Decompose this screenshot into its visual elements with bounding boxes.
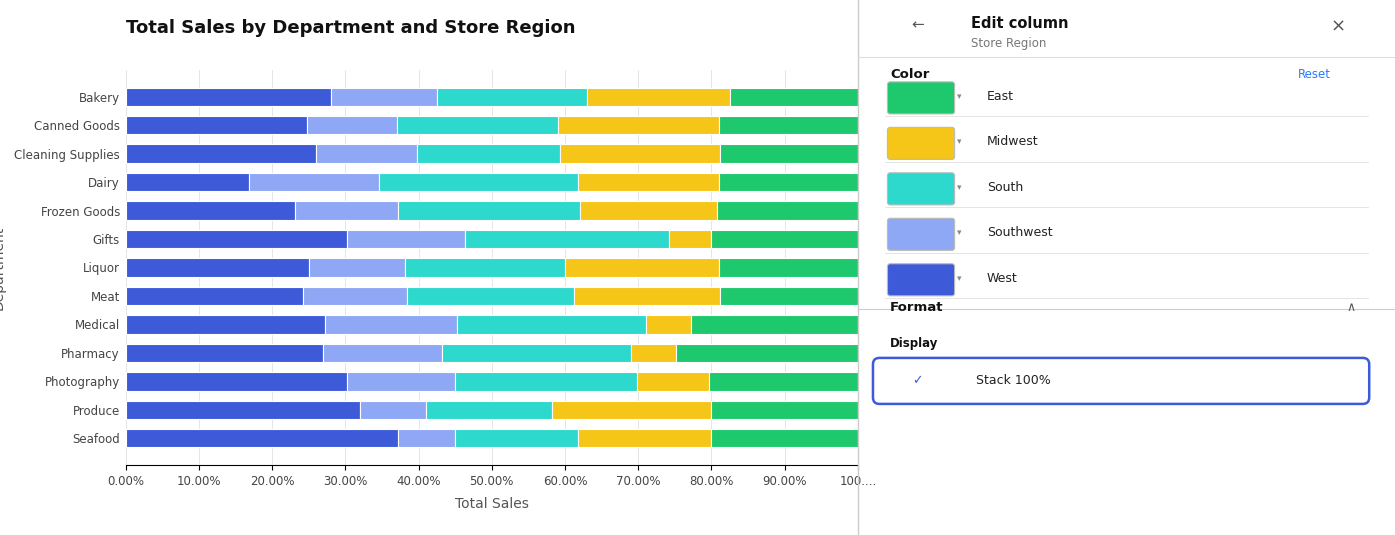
Bar: [248, 173, 379, 192]
Bar: [442, 343, 631, 362]
Bar: [578, 173, 718, 192]
Bar: [677, 343, 858, 362]
Bar: [466, 230, 670, 248]
Bar: [709, 372, 858, 391]
Bar: [558, 116, 718, 134]
Text: South: South: [986, 181, 1023, 194]
Bar: [711, 401, 858, 419]
Bar: [126, 144, 317, 163]
Bar: [347, 372, 455, 391]
Text: ▾: ▾: [957, 183, 961, 192]
Bar: [407, 287, 573, 305]
FancyBboxPatch shape: [887, 264, 954, 296]
Text: ←: ←: [912, 18, 925, 33]
Bar: [455, 429, 578, 447]
Text: Southwest: Southwest: [986, 226, 1052, 239]
Text: ×: ×: [1331, 17, 1346, 35]
Bar: [573, 287, 720, 305]
Bar: [398, 429, 455, 447]
Bar: [425, 401, 552, 419]
Bar: [324, 343, 442, 362]
Bar: [646, 315, 691, 334]
Bar: [580, 201, 717, 220]
Bar: [730, 88, 858, 106]
Text: ✓: ✓: [912, 374, 922, 387]
Bar: [417, 144, 559, 163]
Bar: [711, 230, 858, 248]
Bar: [126, 287, 303, 305]
FancyBboxPatch shape: [887, 82, 954, 114]
Text: ▾: ▾: [957, 274, 961, 282]
Bar: [670, 230, 711, 248]
Bar: [126, 401, 360, 419]
Text: ▾: ▾: [957, 92, 961, 101]
Bar: [587, 88, 730, 106]
Bar: [126, 315, 325, 334]
Bar: [565, 258, 718, 277]
Text: Display: Display: [890, 337, 939, 350]
Bar: [720, 144, 858, 163]
Text: ▾: ▾: [957, 137, 961, 146]
Text: Format: Format: [890, 301, 943, 314]
Bar: [296, 201, 398, 220]
Bar: [718, 258, 858, 277]
Bar: [398, 201, 580, 220]
Bar: [347, 230, 466, 248]
Bar: [718, 173, 858, 192]
Bar: [126, 372, 347, 391]
Text: Store Region: Store Region: [971, 37, 1046, 50]
Bar: [636, 372, 709, 391]
Bar: [406, 258, 565, 277]
Bar: [126, 343, 324, 362]
Text: Midwest: Midwest: [986, 135, 1038, 148]
Bar: [126, 429, 398, 447]
Bar: [631, 343, 677, 362]
Bar: [126, 258, 308, 277]
Bar: [126, 201, 296, 220]
Bar: [303, 287, 407, 305]
Bar: [711, 429, 858, 447]
Bar: [126, 116, 307, 134]
Bar: [552, 401, 711, 419]
Y-axis label: Department: Department: [0, 225, 6, 310]
Text: East: East: [986, 90, 1014, 103]
Bar: [717, 201, 858, 220]
Bar: [126, 173, 248, 192]
X-axis label: Total Sales: Total Sales: [455, 496, 529, 510]
Bar: [307, 116, 396, 134]
Text: West: West: [986, 272, 1017, 285]
Bar: [396, 116, 558, 134]
Bar: [126, 88, 331, 106]
Bar: [308, 258, 406, 277]
Bar: [360, 401, 425, 419]
Bar: [718, 116, 858, 134]
Bar: [379, 173, 578, 192]
Bar: [331, 88, 437, 106]
FancyBboxPatch shape: [887, 127, 954, 159]
FancyBboxPatch shape: [887, 173, 954, 205]
FancyBboxPatch shape: [873, 358, 1370, 404]
Bar: [691, 315, 858, 334]
Text: ▾: ▾: [957, 228, 961, 237]
Bar: [317, 144, 417, 163]
Bar: [720, 287, 858, 305]
Text: Edit column: Edit column: [971, 16, 1069, 31]
Text: Color: Color: [890, 68, 929, 81]
Text: Total Sales by Department and Store Region: Total Sales by Department and Store Regi…: [126, 19, 575, 37]
Text: Reset: Reset: [1299, 68, 1331, 81]
Bar: [559, 144, 720, 163]
FancyBboxPatch shape: [887, 218, 954, 250]
Bar: [456, 315, 646, 334]
Text: Stack 100%: Stack 100%: [976, 374, 1050, 387]
Bar: [578, 429, 711, 447]
Text: ∧: ∧: [1346, 301, 1356, 314]
Bar: [437, 88, 587, 106]
Bar: [325, 315, 456, 334]
Bar: [455, 372, 636, 391]
Bar: [126, 230, 347, 248]
